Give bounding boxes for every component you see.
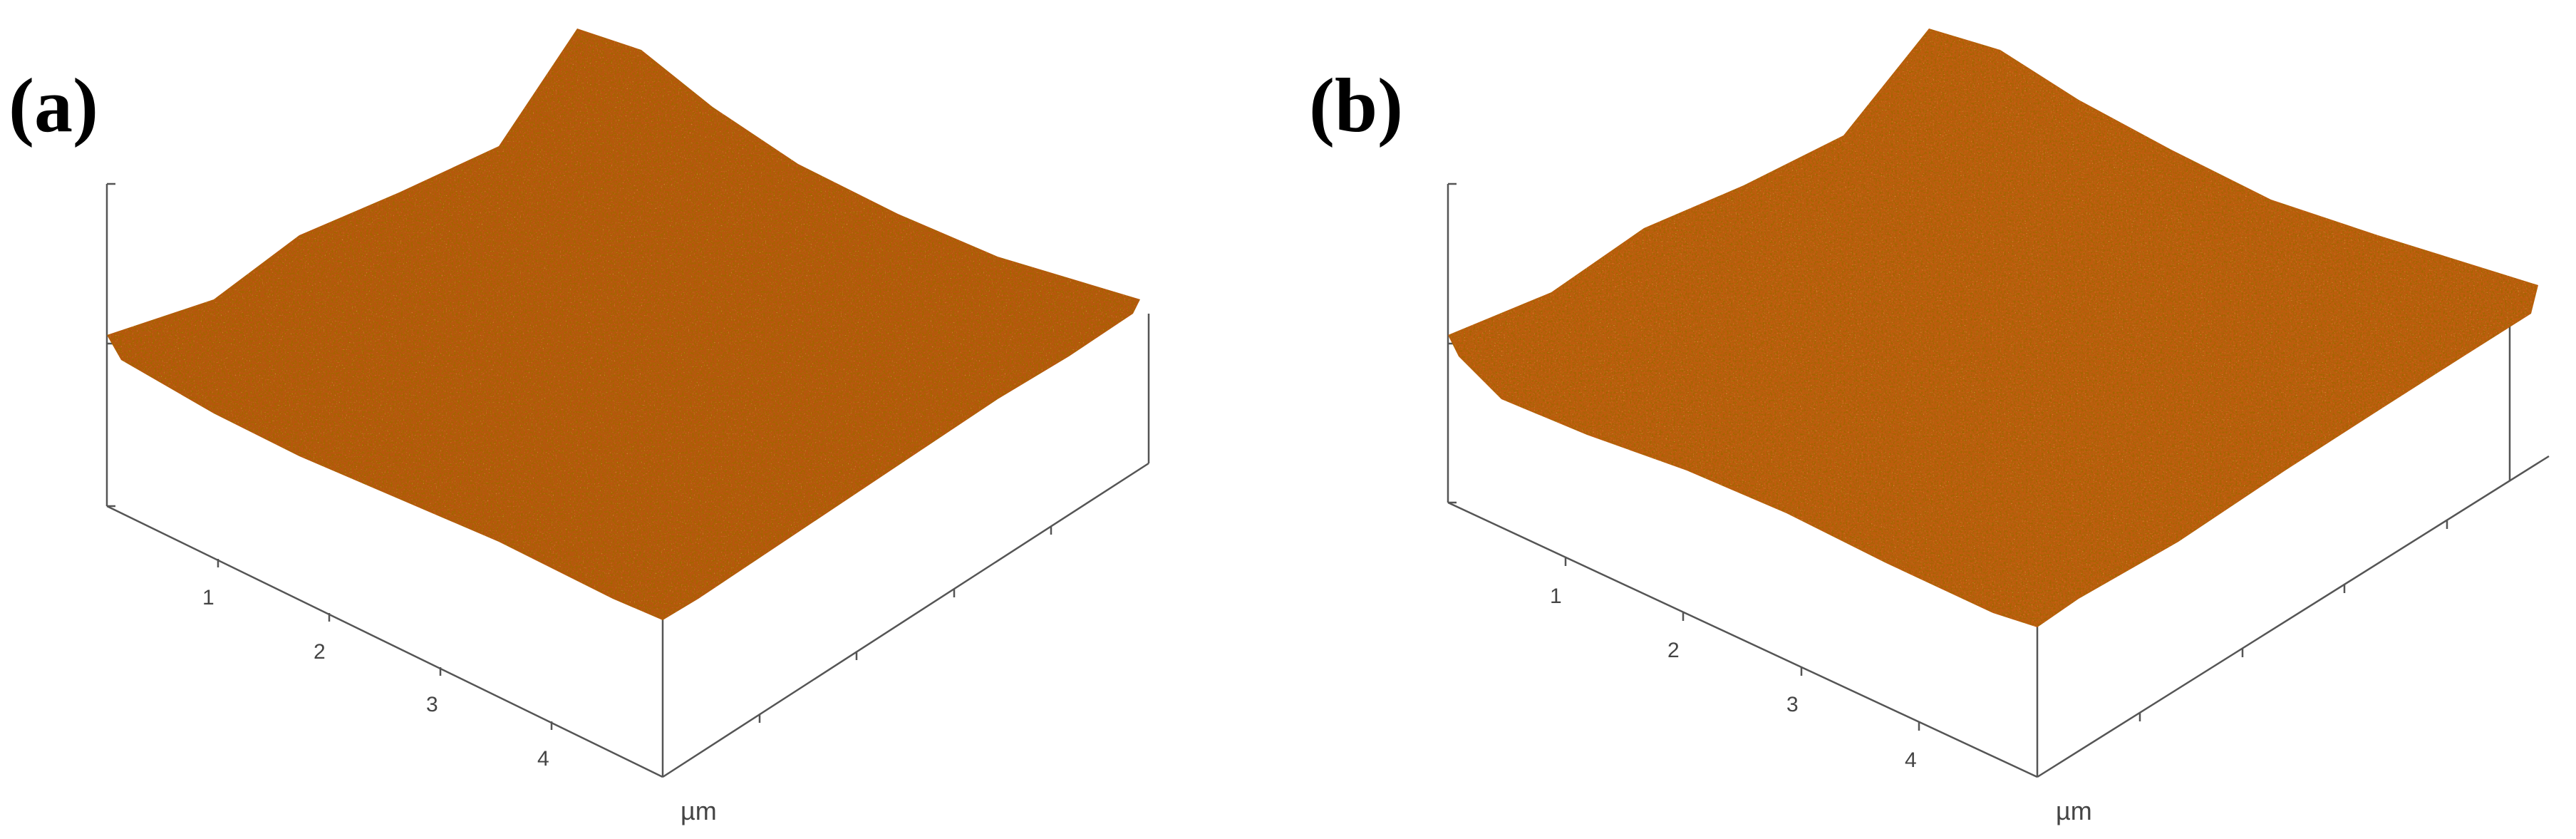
x-tick-4-a: 4 bbox=[537, 747, 549, 771]
afm-3d-plot-b: 1 2 3 4 µm bbox=[1447, 29, 2550, 825]
afm-panel-b: (b) bbox=[1288, 0, 2575, 839]
x-tick-3-b: 3 bbox=[1786, 693, 1799, 716]
unit-label-b: µm bbox=[2056, 796, 2092, 825]
afm-3d-plot-a: 1 2 3 4 µm bbox=[105, 29, 1150, 825]
x-tick-2-b: 2 bbox=[1667, 639, 1680, 662]
x-tick-1-a: 1 bbox=[202, 586, 214, 609]
unit-label-a: µm bbox=[681, 796, 717, 825]
panel-label-a: (a) bbox=[9, 63, 98, 148]
x-tick-3-a: 3 bbox=[426, 693, 438, 716]
axes-frame-b bbox=[1447, 182, 2550, 778]
x-tick-2-a: 2 bbox=[314, 640, 326, 664]
x-tick-1-b: 1 bbox=[1550, 585, 1562, 608]
afm-panel-a: (a) bbox=[9, 29, 1150, 825]
panel-label-b: (b) bbox=[1309, 63, 1403, 148]
x-tick-4-b: 4 bbox=[1905, 748, 1917, 772]
axes-frame-a bbox=[105, 182, 1150, 778]
